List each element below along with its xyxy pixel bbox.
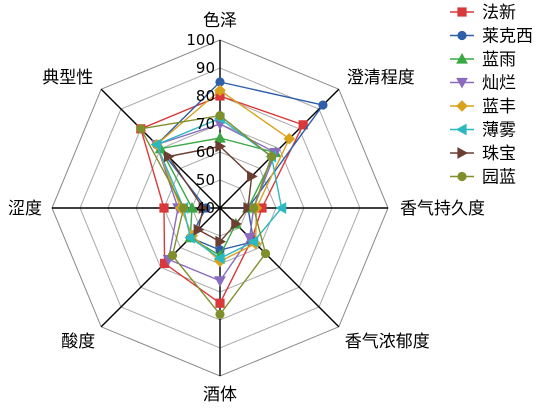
series-6-point-4	[247, 235, 259, 248]
axis-label-8: 典型性	[42, 68, 93, 88]
series-7-point-1	[215, 140, 227, 153]
series-8	[136, 111, 277, 319]
radar-ticks: 40 50 60 70 80 90 100	[186, 31, 215, 217]
series-7-point-6	[193, 223, 205, 236]
legend-label-2: 莱克西	[482, 27, 533, 47]
series-4-point-5	[214, 276, 226, 287]
tick-label-50: 50	[196, 171, 215, 189]
tick-label-90: 90	[196, 59, 215, 77]
series-8-point-3	[249, 203, 259, 213]
series-7-point-3	[243, 202, 255, 214]
legend-label-3: 蓝雨	[482, 50, 516, 70]
series-8-point-8	[136, 124, 146, 134]
legend-item-6: 薄雾	[450, 121, 516, 141]
legend-label-5: 蓝丰	[482, 97, 516, 117]
series-3-point-7	[186, 201, 198, 213]
series-1-point-2	[298, 120, 308, 130]
series-2-point-2	[318, 100, 328, 110]
legend-marker-2	[457, 30, 467, 41]
series-8-point-7	[179, 203, 189, 213]
legend-label-7: 珠宝	[482, 144, 516, 164]
tick-label-70: 70	[196, 115, 215, 133]
legend-marker-1	[457, 7, 467, 17]
series-7	[163, 140, 258, 248]
series-3-point-1	[214, 131, 226, 143]
legend-marker-6	[455, 123, 467, 136]
tick-label-100: 100	[186, 31, 215, 49]
legend-label-4: 灿烂	[482, 74, 516, 94]
series-8-point-4	[260, 248, 271, 259]
legend-marker-4	[456, 77, 468, 89]
axis-label-4: 香气浓郁度	[345, 332, 430, 352]
series-6-point-6	[184, 231, 195, 244]
axis-label-1: 色泽	[203, 11, 237, 31]
legend-label-8: 园蓝	[482, 168, 516, 188]
series-7-point-2	[247, 170, 258, 183]
series-1-point-5	[215, 298, 225, 308]
tick-label-80: 80	[196, 87, 215, 105]
legend-marker-3	[456, 52, 468, 64]
series-7-point-5	[215, 235, 227, 248]
legend-marker-8	[457, 171, 467, 182]
series-5-point-2	[283, 132, 296, 145]
series-8-point-6	[167, 250, 178, 261]
legend-item-5: 蓝丰	[450, 97, 516, 117]
legend-item-8: 园蓝	[450, 168, 516, 188]
series-6-point-3	[275, 202, 287, 214]
series-8-point-1	[215, 111, 225, 121]
series-1-point-7	[159, 203, 169, 213]
series-8-point-5	[215, 309, 225, 319]
axis-label-5: 酒体	[203, 385, 237, 405]
radar-series	[136, 77, 328, 319]
legend-item-3: 蓝雨	[450, 50, 516, 70]
legend-label-6: 薄雾	[482, 121, 516, 141]
legend-label-1: 法新	[482, 3, 516, 23]
legend-item-2: 莱克西	[450, 27, 533, 47]
legend-marker-7	[457, 147, 469, 159]
axis-label-6: 酸度	[61, 332, 95, 352]
series-7-point-7	[198, 202, 210, 214]
series-6-point-5	[213, 252, 225, 265]
legend-item-7: 珠宝	[450, 144, 516, 164]
series-8-point-2	[266, 151, 277, 162]
tick-label-40: 40	[196, 199, 215, 217]
axis-label-3: 香气持久度	[400, 199, 485, 219]
series-line-1	[139, 95, 305, 305]
series-7-point-8	[163, 150, 175, 163]
series-6-point-8	[150, 138, 162, 151]
axis-label-2: 澄清程度	[347, 68, 415, 88]
legend-item-4: 灿烂	[450, 74, 516, 94]
series-5-point-1	[214, 84, 226, 97]
series-7-point-4	[231, 217, 242, 230]
axis-label-7: 涩度	[8, 199, 42, 219]
tick-label-60: 60	[196, 143, 215, 161]
legend-marker-5	[456, 100, 468, 112]
legend-item-1: 法新	[450, 3, 516, 23]
series-4-point-4	[243, 233, 256, 244]
